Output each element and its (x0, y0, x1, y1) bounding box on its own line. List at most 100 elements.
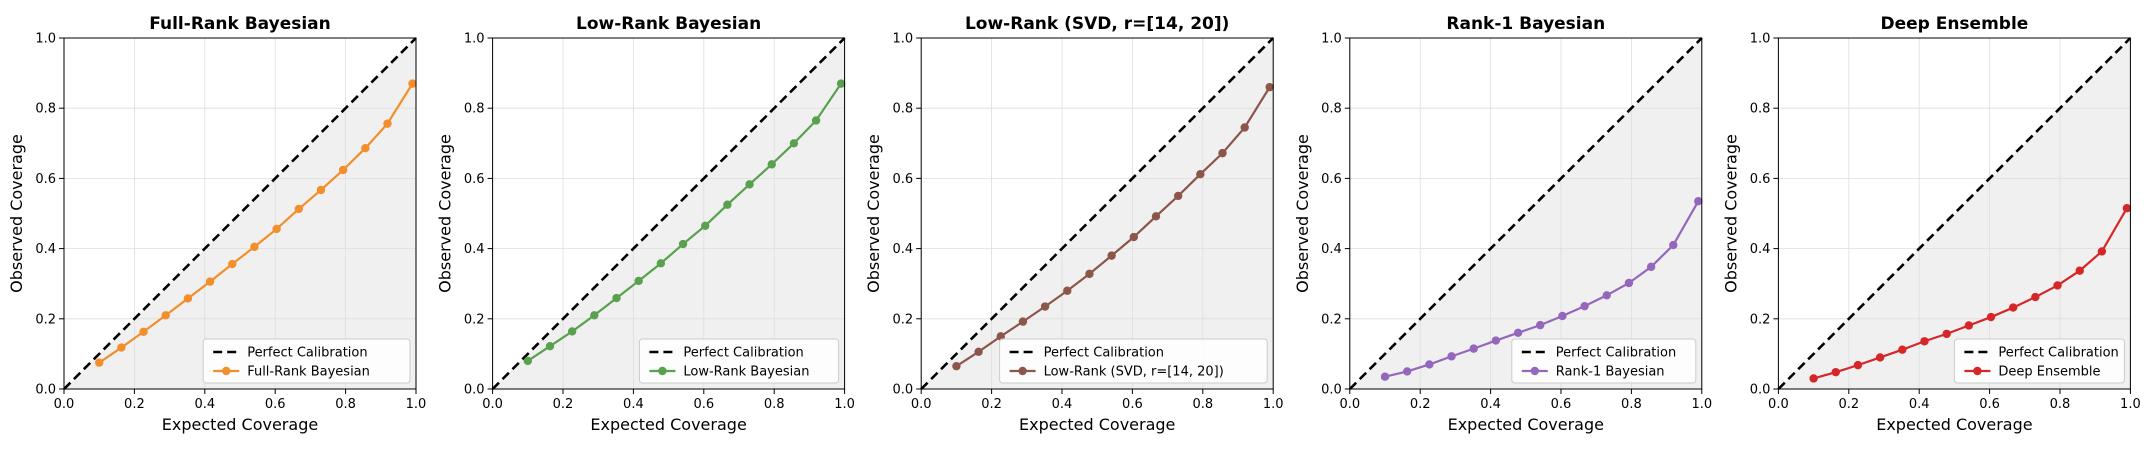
y-tick-label: 0.8 (893, 102, 914, 117)
y-tick-label: 0.2 (893, 312, 914, 327)
data-point (1942, 329, 1951, 339)
data-point (383, 119, 392, 128)
data-point (1218, 148, 1227, 158)
data-point (272, 224, 281, 234)
data-point (1809, 374, 1818, 383)
y-tick-label: 1.0 (1750, 32, 1771, 47)
legend-label-series: Full-Rank Bayesian (247, 365, 370, 380)
data-point (338, 165, 348, 175)
x-tick-label: 0.0 (54, 397, 75, 412)
data-point (1469, 344, 1478, 353)
y-tick-label: 0.2 (35, 312, 56, 327)
data-point (1853, 360, 1863, 370)
y-tick-label: 0.2 (1750, 312, 1771, 327)
data-point (2122, 204, 2132, 213)
perfect-calibration-line (63, 37, 417, 390)
y-tick-label: 0.0 (893, 383, 914, 398)
data-point (1447, 352, 1456, 361)
legend-label-series: Deep Ensemble (1998, 365, 2100, 380)
y-tick-label: 0.2 (464, 312, 485, 327)
x-tick-label: 1.0 (1691, 397, 1712, 412)
data-point (1694, 197, 1703, 206)
data-point (1964, 321, 1974, 330)
data-point (811, 116, 821, 125)
x-tick-label: 0.0 (1768, 397, 1789, 412)
legend-label-perfect-calibration: Perfect Calibration (1998, 346, 2118, 361)
data-point (1986, 312, 1996, 322)
legend-marker-series (1530, 366, 1540, 376)
x-tick-label: 0.6 (1122, 397, 1143, 412)
x-tick-label: 0.2 (124, 397, 145, 412)
data-point (250, 242, 259, 252)
data-point (974, 347, 983, 356)
data-point (294, 204, 303, 214)
y-tick-label: 0.8 (1321, 102, 1342, 117)
legend-marker-series (1018, 366, 1027, 376)
data-point (2053, 281, 2062, 290)
data-point (678, 239, 688, 249)
y-tick-label: 0.4 (893, 242, 914, 257)
legend-marker-series (222, 366, 231, 376)
chart-panel-2: 0.0 0.2 0.4 0.6 0.8 1.0 0.0 0.2 0.4 0.6 0.8 1.0 Low-… (436, 14, 855, 434)
chart-title: Full-Rank Bayesian (149, 14, 331, 34)
data-point (1624, 278, 1634, 288)
data-point (1173, 191, 1183, 201)
x-tick-label: 0.2 (1410, 397, 1431, 412)
x-axis-label: Expected Coverage (1876, 415, 2032, 434)
x-tick-label: 1.0 (1263, 397, 1284, 412)
legend-label-perfect-calibration: Perfect Calibration (683, 346, 803, 361)
data-point (183, 294, 193, 303)
y-tick-label: 0.6 (1321, 172, 1342, 187)
under-confidence-shading (1778, 38, 2131, 389)
x-tick-label: 0.2 (981, 397, 1002, 412)
x-tick-label: 0.6 (693, 397, 714, 412)
data-point (228, 259, 237, 269)
x-tick-label: 0.4 (1480, 397, 1501, 412)
data-point (745, 180, 754, 189)
data-point (1491, 336, 1501, 345)
legend-marker-series (1973, 366, 1982, 376)
data-point (1129, 232, 1139, 242)
legend-box (999, 338, 1268, 384)
data-point (1063, 286, 1072, 295)
data-point (1402, 367, 1412, 376)
data-point (1240, 123, 1249, 132)
data-point (789, 139, 799, 148)
legend-label-perfect-calibration: Perfect Calibration (1556, 346, 1676, 361)
y-axis-label: Observed Coverage (7, 134, 26, 293)
y-tick-label: 0.6 (35, 172, 56, 187)
data-point (567, 327, 577, 336)
data-point (1920, 337, 1929, 346)
y-tick-label: 1.0 (464, 32, 485, 47)
chart-panel-4: 0.0 0.2 0.4 0.6 0.8 1.0 0.0 0.2 0.4 0.6 0.8 1.0 Rank… (1293, 14, 1712, 434)
y-axis-label: Observed Coverage (436, 134, 455, 293)
y-tick-label: 0.2 (1321, 312, 1342, 327)
axes-frame (63, 37, 417, 390)
data-point (836, 79, 846, 88)
data-point (1425, 360, 1434, 369)
data-point (590, 311, 599, 320)
data-point (316, 185, 326, 195)
data-point (634, 276, 643, 286)
data-point (523, 356, 532, 366)
data-point (95, 358, 104, 367)
data-point (1513, 328, 1523, 338)
legend-box (1953, 338, 2125, 384)
x-tick-label: 0.0 (1339, 397, 1360, 412)
under-confidence-shading (492, 38, 845, 389)
chart-panel-1: 0.0 0.2 0.4 0.6 0.8 1.0 0.0 0.2 0.4 0.6 0.8 1.0 Full… (7, 14, 426, 434)
x-tick-label: 0.4 (623, 397, 644, 412)
y-tick-label: 0.0 (1321, 383, 1342, 398)
data-point (1875, 353, 1885, 362)
data-point (656, 259, 666, 268)
legend: Perfect Calibration Rank-1 Bayesian (1511, 338, 1697, 384)
legend-label-perfect-calibration: Perfect Calibration (1044, 346, 1164, 361)
data-point (701, 221, 710, 230)
data-point (1898, 345, 1907, 354)
axes-frame (920, 37, 1274, 390)
data-point (996, 332, 1005, 341)
data-point (1669, 240, 1678, 250)
x-tick-label: 0.6 (1551, 397, 1572, 412)
x-tick-label: 0.2 (553, 397, 574, 412)
y-axis-label: Observed Coverage (864, 134, 883, 293)
